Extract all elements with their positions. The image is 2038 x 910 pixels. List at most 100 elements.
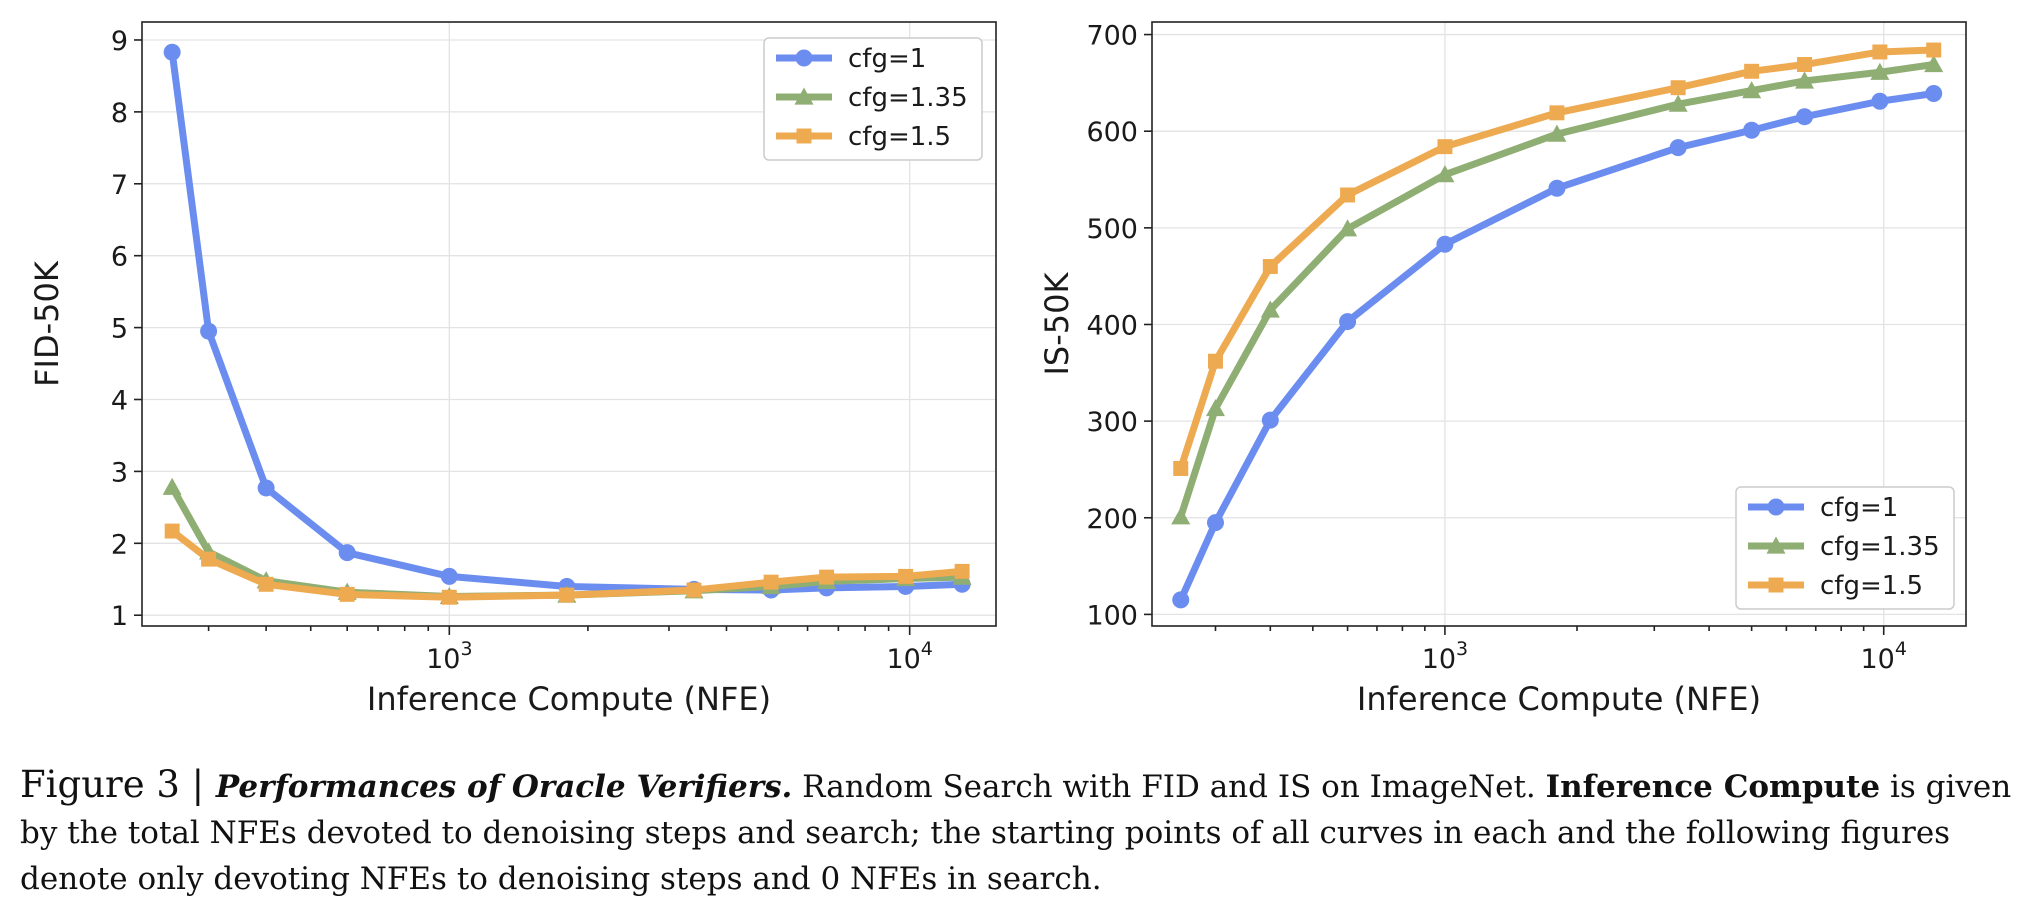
x-tick-label: 104 (1860, 638, 1906, 675)
data-point (1549, 105, 1565, 121)
data-point (954, 563, 970, 579)
y-tick-label: 4 (111, 386, 128, 417)
x-tick-label: 103 (426, 638, 472, 675)
data-point (1435, 165, 1455, 183)
y-tick-label: 1 (111, 601, 128, 632)
data-point (1872, 44, 1888, 60)
data-point (257, 479, 275, 497)
data-point (1208, 353, 1223, 369)
legend-item: cfg=1.5 (776, 122, 951, 152)
data-point (163, 43, 181, 61)
caption-title: Performances of Oracle Verifiers. (215, 769, 793, 805)
data-point (338, 544, 356, 562)
data-point (1173, 460, 1189, 476)
series-cfg=1.5 (164, 523, 970, 605)
legend-marker (1767, 498, 1785, 516)
x-tick-label: 103 (1422, 638, 1468, 675)
data-point (1171, 507, 1191, 525)
legend-label: cfg=1.5 (1820, 571, 1923, 601)
x-axis-label: Inference Compute (NFE) (1357, 680, 1761, 718)
data-point (201, 551, 217, 567)
axis-ticks: 100 200 300 400 500 600 700 103 104 (1086, 21, 1906, 675)
y-tick-label: 5 (111, 314, 128, 345)
legend-frame (1735, 486, 1955, 610)
x-axis-label: Inference Compute (NFE) (367, 680, 771, 718)
is-chart: 100 200 300 400 500 600 700 103 104 Inference Com… (1038, 21, 1967, 718)
series-cfg=1.35 (1171, 55, 1944, 525)
y-axis-label: FID-50K (28, 260, 66, 387)
caption-text-1: Random Search with FID and IS on ImageNe… (792, 769, 1546, 805)
data-point (1340, 187, 1356, 203)
figure-charts: 1 2 3 4 5 6 7 8 9 103 104 Inference Compute (NFE) FI… (28, 21, 1967, 718)
data-point (1262, 259, 1278, 274)
y-tick-label: 500 (1086, 214, 1138, 245)
data-point (1205, 399, 1226, 417)
data-point (1743, 121, 1761, 139)
legend-label: cfg=1 (1820, 493, 1898, 523)
y-tick-label: 600 (1086, 117, 1138, 148)
caption-bold-term: Inference Compute (1545, 769, 1881, 805)
data-point (339, 586, 355, 602)
legend-marker (795, 49, 813, 67)
data-point (1260, 300, 1280, 318)
y-tick-label: 300 (1086, 407, 1138, 438)
data-point (1547, 124, 1567, 142)
legend-label: cfg=1 (848, 44, 926, 74)
legend-label: cfg=1.35 (848, 83, 968, 113)
data-point (1172, 591, 1190, 609)
legend-item: cfg=1 (776, 44, 926, 74)
data-point (1339, 313, 1357, 331)
data-point (1261, 411, 1279, 429)
data-point (164, 523, 180, 539)
legend-marker (796, 128, 812, 144)
data-point (1925, 85, 1943, 103)
y-axis-label: IS-50K (1038, 271, 1076, 375)
plot-frame (1151, 21, 1967, 627)
legend-frame (763, 37, 983, 161)
data-point (1870, 62, 1890, 80)
legend-label: cfg=1.35 (1820, 532, 1940, 562)
data-point (1436, 235, 1454, 253)
data-point (1206, 514, 1224, 532)
y-tick-label: 400 (1086, 310, 1138, 341)
y-tick-label: 6 (111, 242, 128, 273)
data-point (200, 322, 218, 340)
legend-marker (794, 87, 814, 105)
data-point (1797, 57, 1813, 73)
data-point (1924, 55, 1944, 73)
y-tick-label: 200 (1086, 504, 1138, 535)
data-point (559, 587, 575, 603)
data-point (1926, 42, 1942, 58)
data-point (1796, 108, 1814, 126)
series-cfg=1.5 (1173, 42, 1942, 476)
y-tick-label: 8 (111, 98, 128, 129)
data-point (1437, 139, 1453, 155)
legend-item: cfg=1.5 (1748, 571, 1923, 601)
data-point (898, 568, 914, 584)
data-point (819, 569, 835, 585)
legend-item: cfg=1 (1748, 493, 1898, 523)
y-tick-label: 3 (111, 457, 128, 488)
fid-chart: 1 2 3 4 5 6 7 8 9 103 104 Inference Compute (NFE) FI… (28, 21, 997, 718)
y-tick-label: 2 (111, 529, 128, 560)
caption-label: Figure 3 | (20, 763, 216, 806)
caption-text-2: is given by the total NFEs devoted to de… (20, 769, 2012, 897)
data-point (1670, 80, 1686, 96)
legend-item: cfg=1.35 (776, 83, 968, 113)
y-tick-label: 100 (1086, 600, 1138, 631)
legend: cfg=1 cfg=1.35 cfg=1.5 (763, 37, 983, 161)
y-tick-label: 700 (1086, 21, 1138, 52)
y-tick-label: 7 (111, 170, 128, 201)
x-tick-label: 104 (886, 638, 932, 675)
figure-caption: Figure 3 | Performances of Oracle Verifi… (20, 762, 2020, 902)
data-point (1669, 139, 1687, 157)
data-point (1338, 219, 1358, 237)
data-point (258, 576, 274, 592)
y-tick-label: 9 (111, 26, 128, 57)
legend-label: cfg=1.5 (848, 122, 951, 152)
data-point (440, 567, 458, 585)
data-point (1744, 63, 1760, 79)
data-point (1795, 71, 1815, 89)
legend: cfg=1 cfg=1.35 cfg=1.5 (1735, 486, 1955, 610)
series-cfg=1 (1172, 85, 1943, 609)
